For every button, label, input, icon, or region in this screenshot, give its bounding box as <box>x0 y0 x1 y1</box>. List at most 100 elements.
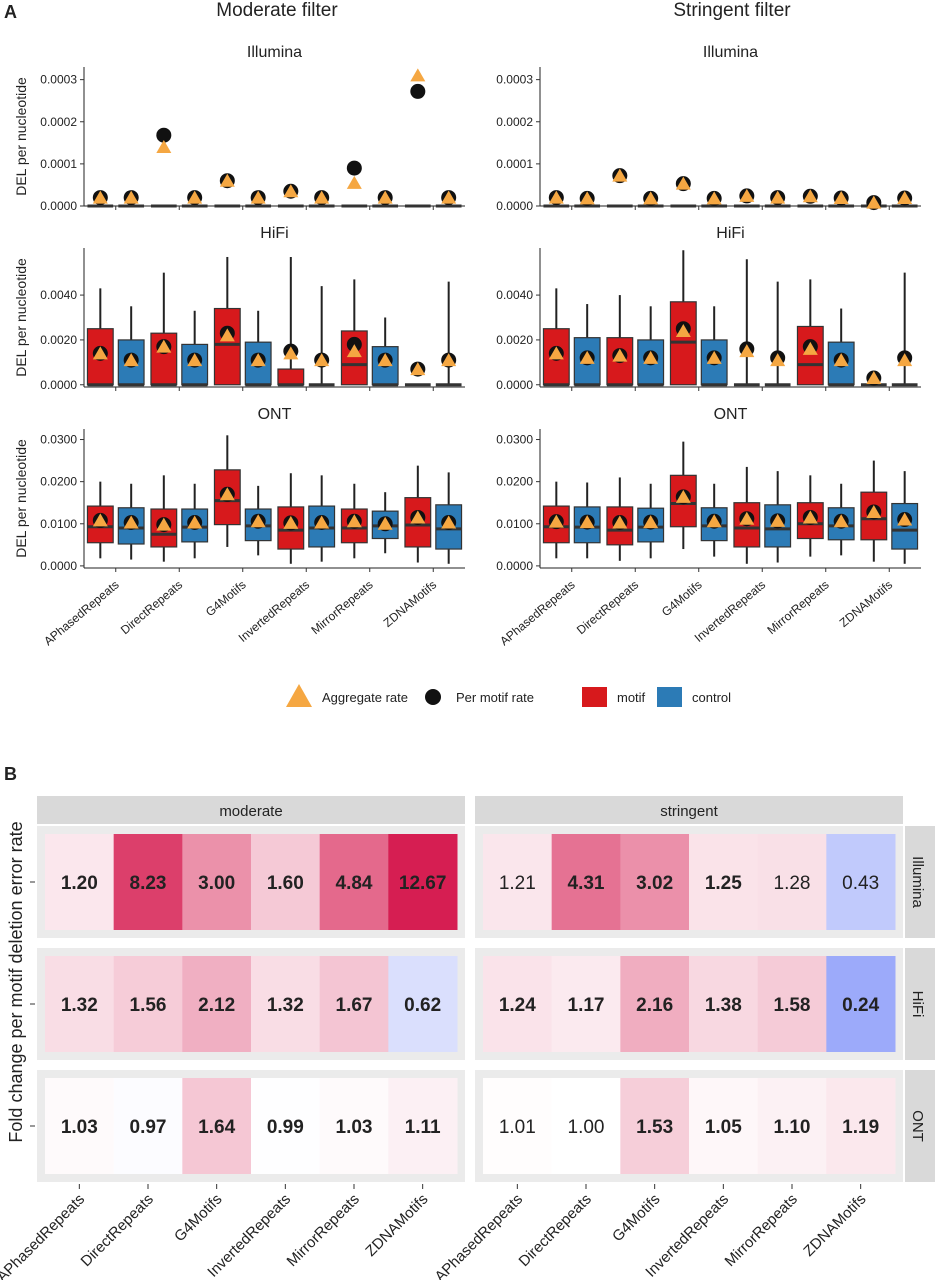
x-tick-label: MirrorRepeats <box>308 578 375 638</box>
heatmap-cell-ont-invertedrepeats <box>251 1078 321 1174</box>
aggregate-point <box>92 513 108 527</box>
aggregate-point <box>187 190 203 204</box>
box-aphasedrepeats-motif <box>543 190 570 208</box>
y-tick-label: 0.0100 <box>40 517 77 531</box>
box-invertedrepeats-motif <box>733 188 760 208</box>
box-mirrorrepeats-motif <box>341 160 368 208</box>
cell-value: 1.00 <box>568 1117 605 1138</box>
heatmap-cell-hifi-mirrorrepeats <box>757 956 827 1052</box>
legend: Aggregate rate Per motif rate motif cont… <box>286 684 731 707</box>
box-aphasedrepeats-control <box>117 306 145 387</box>
heatmap-cell-ont-directrepeats <box>551 1078 621 1174</box>
aggregate-point <box>770 513 786 527</box>
heatmap-cell-ont-mirrorrepeats <box>319 1078 389 1174</box>
box-directrepeats-control <box>637 190 664 208</box>
heatmap-cell-hifi-invertedrepeats <box>251 956 321 1052</box>
cell-value: 2.12 <box>198 995 235 1016</box>
box-directrepeats-motif <box>606 295 634 387</box>
aggregate-point <box>579 191 595 205</box>
x-tick-label: ZDNAMotifs <box>837 578 896 630</box>
box-directrepeats-control <box>637 483 665 559</box>
heatmap-facet-stringent: stringent 1.21 4.31 3.02 1.25 1.28 0.43 1.24 1.1… <box>432 796 903 1280</box>
box-mirrorrepeats-control <box>372 190 399 208</box>
panel-title: ONT <box>258 406 292 423</box>
facet-label: moderate <box>219 803 282 820</box>
aggregate-point <box>612 348 628 362</box>
aggregate-point <box>283 184 299 198</box>
cell-value: 2.16 <box>636 995 673 1016</box>
heatmap-cell-illumina-g4motifs <box>620 834 690 930</box>
box-invertedrepeats-motif <box>277 473 305 564</box>
heatmap-cell-illumina-zdnamotifs <box>388 834 458 930</box>
y-tick-label: 0.0001 <box>496 157 533 171</box>
aggregate-point <box>739 344 755 358</box>
legend-motif-label: motif <box>617 690 646 705</box>
cell-value: 1.03 <box>61 1117 98 1138</box>
aggregate-point <box>548 190 564 204</box>
box-directrepeats-motif <box>606 477 634 561</box>
cell-value: 0.24 <box>842 995 879 1016</box>
box-aphasedrepeats-motif <box>87 190 114 208</box>
heatmap-cell-ont-mirrorrepeats <box>757 1078 827 1174</box>
y-tick-label: 0.0300 <box>40 433 77 447</box>
x-tick-label: DirectRepeats <box>78 1191 157 1270</box>
box-aphasedrepeats-motif <box>542 288 570 387</box>
heatmap-cell-hifi-zdnamotifs <box>826 956 896 1052</box>
aggregate-point <box>156 339 172 353</box>
aggregate-point <box>897 190 913 204</box>
box-body <box>277 368 305 386</box>
box-aphasedrepeats-control <box>118 190 145 208</box>
panel-title: HiFi <box>716 225 744 242</box>
box-g4motifs-control <box>244 310 272 387</box>
cell-value: 12.67 <box>399 873 447 894</box>
box-g4motifs-motif <box>669 250 697 386</box>
heatmap-cell-illumina-aphasedrepeats <box>45 834 115 930</box>
heatmap-cell-hifi-directrepeats <box>551 956 621 1052</box>
aggregate-point <box>314 515 330 529</box>
y-tick-label: 0.0100 <box>496 517 533 531</box>
aggregate-point <box>739 511 755 525</box>
heatmap-cell-hifi-aphasedrepeats <box>483 956 553 1052</box>
y-tick-label: 0.0002 <box>496 115 533 129</box>
aggregate-point <box>675 176 691 190</box>
heatmap-cell-hifi-mirrorrepeats <box>319 956 389 1052</box>
cell-value: 0.43 <box>842 873 879 894</box>
box-mirrorrepeats-motif <box>796 475 824 557</box>
x-tick-label: ZDNAMotifs <box>800 1191 869 1260</box>
box-body <box>86 505 114 544</box>
heatmap-cell-ont-zdnamotifs <box>388 1078 458 1174</box>
row-strip <box>905 826 935 938</box>
heatmap-cell-illumina-invertedrepeats <box>689 834 759 930</box>
boxplot-hifi-stringent-filter: HiFi 0.0000 0.0020 0.0040 <box>496 225 921 392</box>
box-zdnamotifs-motif <box>404 465 432 563</box>
legend-per-motif-label: Per motif rate <box>456 690 534 705</box>
cell-value: 0.62 <box>404 995 441 1016</box>
y-tick-label: 0.0001 <box>40 157 77 171</box>
aggregate-point <box>314 190 330 204</box>
heatmap-cell-ont-g4motifs <box>620 1078 690 1174</box>
cell-value: 1.17 <box>568 995 605 1016</box>
aggregate-point <box>250 190 266 204</box>
x-tick-label: MirrorRepeats <box>722 1191 801 1270</box>
box-zdnamotifs-motif <box>860 195 887 211</box>
cell-value: 1.21 <box>499 873 536 894</box>
aggregate-point <box>706 514 722 528</box>
box-zdnamotifs-motif <box>404 361 431 387</box>
y-tick-label: 0.0020 <box>496 333 533 347</box>
x-tick-label: APhasedRepeats <box>497 578 578 649</box>
row-strip <box>905 948 935 1060</box>
box-g4motifs-motif <box>669 441 697 550</box>
legend-aggregate-triangle <box>286 684 312 707</box>
box-invertedrepeats-motif <box>733 466 761 564</box>
box-mirrorrepeats-motif <box>340 483 368 559</box>
y-tick-label: 0.0200 <box>496 475 533 489</box>
y-tick-label: 0.0300 <box>496 433 533 447</box>
cell-value: 4.84 <box>336 873 373 894</box>
aggregate-point <box>897 353 913 367</box>
aggregate-point <box>802 510 818 524</box>
cell-value: 8.23 <box>130 873 167 894</box>
box-body <box>213 469 241 526</box>
aggregate-point <box>219 487 235 501</box>
aggregate-point <box>675 323 691 337</box>
cell-value: 1.25 <box>705 873 742 894</box>
